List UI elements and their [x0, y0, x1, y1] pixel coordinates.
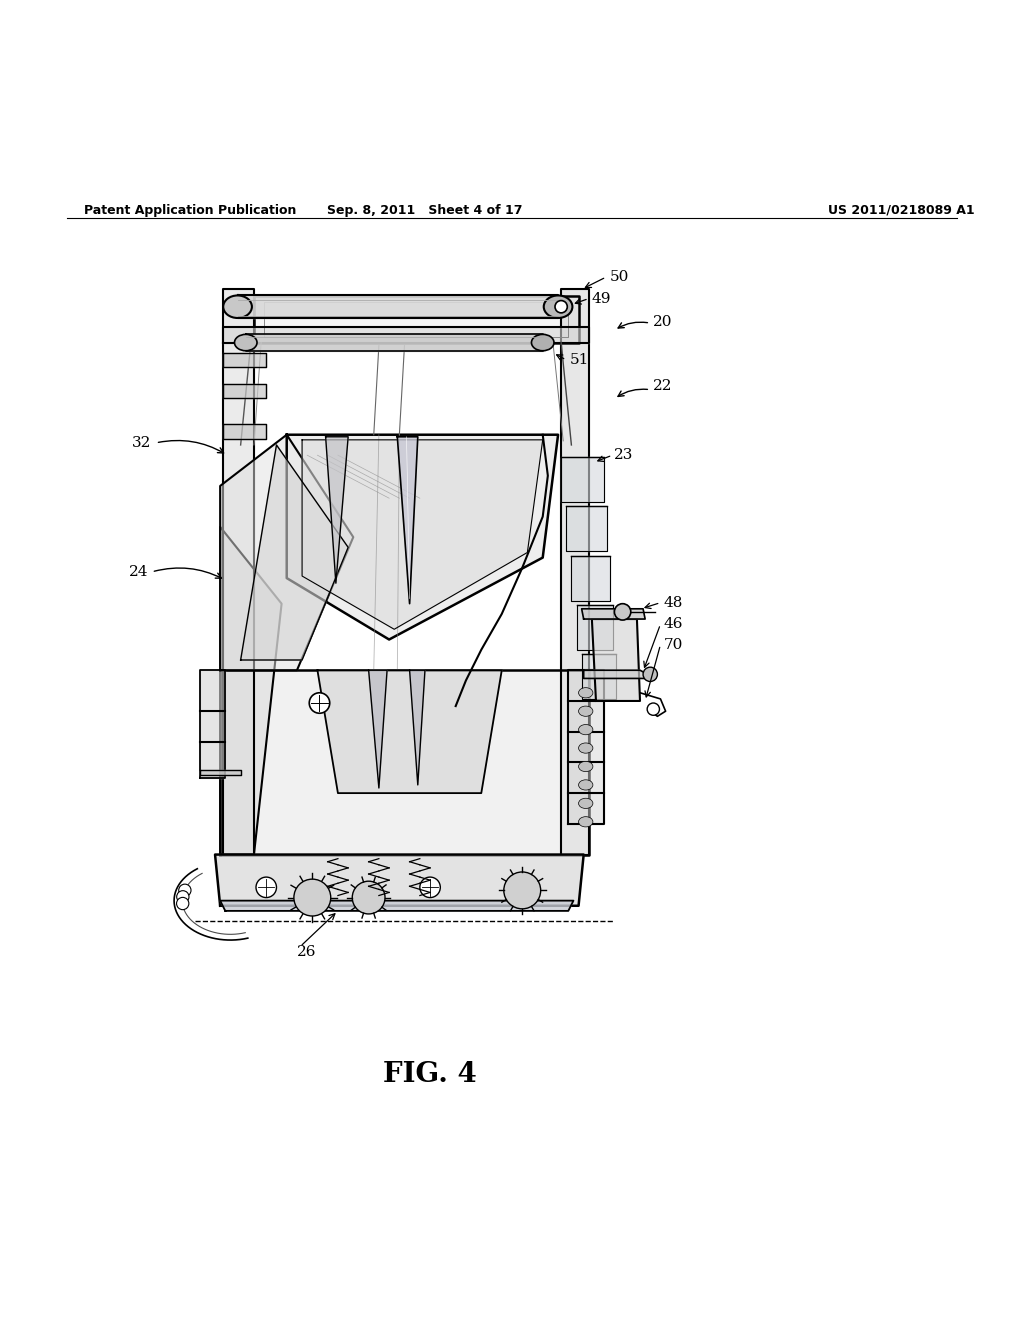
Text: 49: 49	[592, 292, 611, 305]
Polygon shape	[571, 556, 610, 601]
Polygon shape	[302, 440, 543, 630]
Text: 70: 70	[664, 638, 683, 652]
Polygon shape	[220, 671, 589, 854]
Circle shape	[177, 891, 189, 903]
Polygon shape	[223, 289, 254, 854]
Circle shape	[643, 667, 657, 681]
Ellipse shape	[579, 799, 593, 808]
Polygon shape	[223, 352, 266, 367]
Circle shape	[176, 898, 188, 909]
Polygon shape	[287, 434, 558, 639]
Polygon shape	[220, 434, 353, 671]
Text: 23: 23	[614, 449, 634, 462]
Text: 26: 26	[297, 945, 316, 958]
Ellipse shape	[579, 743, 593, 754]
Text: 22: 22	[653, 379, 673, 392]
Text: US 2011/0218089 A1: US 2011/0218089 A1	[827, 203, 975, 216]
Polygon shape	[317, 671, 502, 793]
Polygon shape	[561, 457, 604, 503]
Polygon shape	[241, 445, 348, 660]
Text: 24: 24	[129, 565, 148, 579]
Polygon shape	[326, 437, 348, 583]
Text: 32: 32	[132, 436, 152, 450]
Polygon shape	[397, 437, 418, 603]
Polygon shape	[561, 289, 589, 854]
Ellipse shape	[234, 334, 257, 351]
Polygon shape	[410, 671, 425, 785]
Polygon shape	[220, 527, 282, 854]
Ellipse shape	[223, 296, 252, 318]
Polygon shape	[592, 619, 640, 701]
Polygon shape	[238, 296, 558, 318]
Polygon shape	[220, 900, 573, 911]
Text: Patent Application Publication: Patent Application Publication	[84, 203, 296, 216]
Text: Sep. 8, 2011   Sheet 4 of 17: Sep. 8, 2011 Sheet 4 of 17	[328, 203, 522, 216]
Text: 48: 48	[664, 595, 683, 610]
Polygon shape	[582, 653, 616, 698]
Circle shape	[420, 876, 440, 898]
Circle shape	[647, 704, 659, 715]
Polygon shape	[566, 507, 607, 552]
Polygon shape	[254, 297, 579, 343]
Text: 20: 20	[653, 315, 673, 329]
Polygon shape	[223, 327, 589, 343]
Circle shape	[256, 876, 276, 898]
Polygon shape	[584, 671, 655, 678]
Circle shape	[309, 693, 330, 713]
Ellipse shape	[544, 296, 572, 318]
Circle shape	[504, 873, 541, 909]
Ellipse shape	[579, 725, 593, 735]
Ellipse shape	[579, 688, 593, 698]
Polygon shape	[223, 425, 266, 438]
Polygon shape	[568, 671, 604, 824]
Ellipse shape	[531, 334, 554, 351]
Polygon shape	[223, 384, 266, 397]
Text: 46: 46	[664, 618, 683, 631]
Circle shape	[614, 603, 631, 620]
Polygon shape	[582, 609, 645, 619]
Text: 51: 51	[569, 352, 589, 367]
Ellipse shape	[579, 780, 593, 791]
Text: FIG. 4: FIG. 4	[383, 1061, 477, 1088]
Polygon shape	[577, 605, 613, 649]
Polygon shape	[200, 671, 225, 777]
Circle shape	[555, 301, 567, 313]
Polygon shape	[246, 334, 543, 351]
Ellipse shape	[579, 706, 593, 717]
Circle shape	[294, 879, 331, 916]
Text: 50: 50	[609, 271, 629, 284]
Circle shape	[352, 882, 385, 913]
Polygon shape	[369, 671, 387, 788]
Circle shape	[179, 884, 191, 896]
Ellipse shape	[579, 762, 593, 772]
Polygon shape	[215, 854, 584, 906]
Ellipse shape	[579, 817, 593, 826]
Polygon shape	[200, 770, 241, 775]
